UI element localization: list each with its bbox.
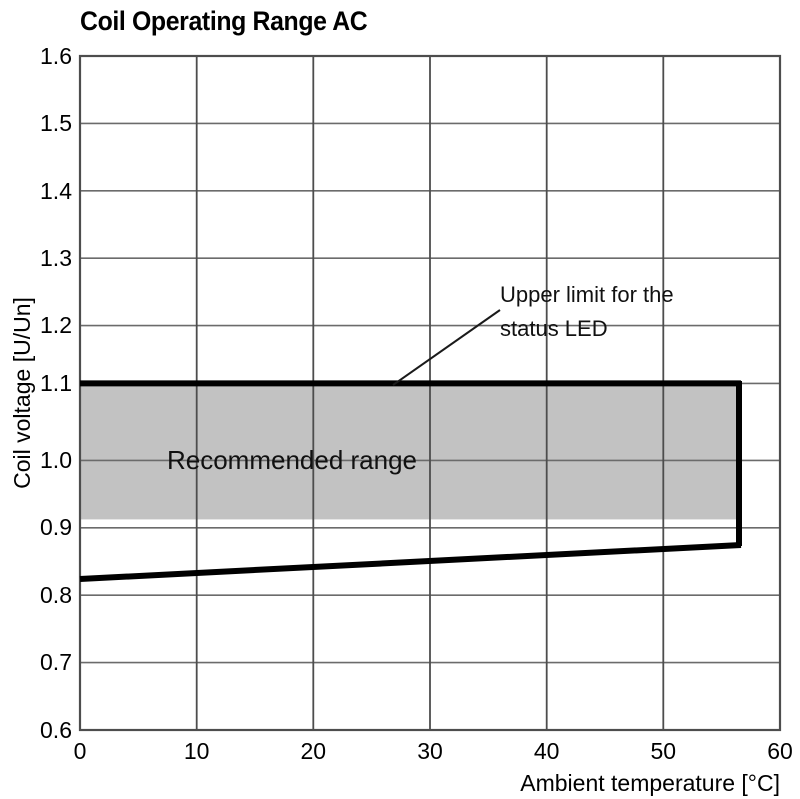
y-tick-label: 1.2 [40,312,72,338]
y-tick-label: 1.5 [40,110,72,136]
x-tick-labels: 0 10 20 30 40 50 60 [74,738,793,764]
x-axis-title: Ambient temperature [°C] [520,770,780,796]
x-tick-label: 60 [767,738,793,764]
x-tick-label: 10 [184,738,210,764]
lower-limit-line [79,542,742,582]
x-tick-label: 40 [534,738,560,764]
chart-title: Coil Operating Range AC [80,6,368,36]
x-tick-label: 20 [301,738,327,764]
recommended-range-shading [80,383,740,520]
annotation-upper-limit-line2: status LED [500,316,608,341]
y-tick-label: 1.3 [40,245,72,271]
x-tick-label: 50 [651,738,677,764]
recommended-range-label: Recommended range [167,445,417,475]
y-tick-label: 0.6 [40,717,72,743]
x-tick-label: 0 [74,738,87,764]
plot-frame [78,54,782,732]
y-tick-label: 1.4 [40,178,72,204]
y-axis-title: Coil voltage [U/Un] [9,297,35,489]
annotation-upper-limit-line1: Upper limit for the [500,282,674,307]
y-tick-label: 1.0 [40,447,72,473]
x-tick-label: 30 [417,738,443,764]
y-tick-label: 0.7 [40,649,72,675]
annotation-leader-line [392,309,501,386]
y-tick-labels: 1.6 1.5 1.4 1.3 1.2 1.1 1.0 0.9 0.8 0.7 … [40,43,72,743]
y-tick-label: 1.1 [40,370,72,396]
y-tick-label: 1.6 [40,43,72,69]
y-tick-label: 0.8 [40,582,72,608]
y-tick-label: 0.9 [40,514,72,540]
vertical-gridlines [195,56,665,730]
